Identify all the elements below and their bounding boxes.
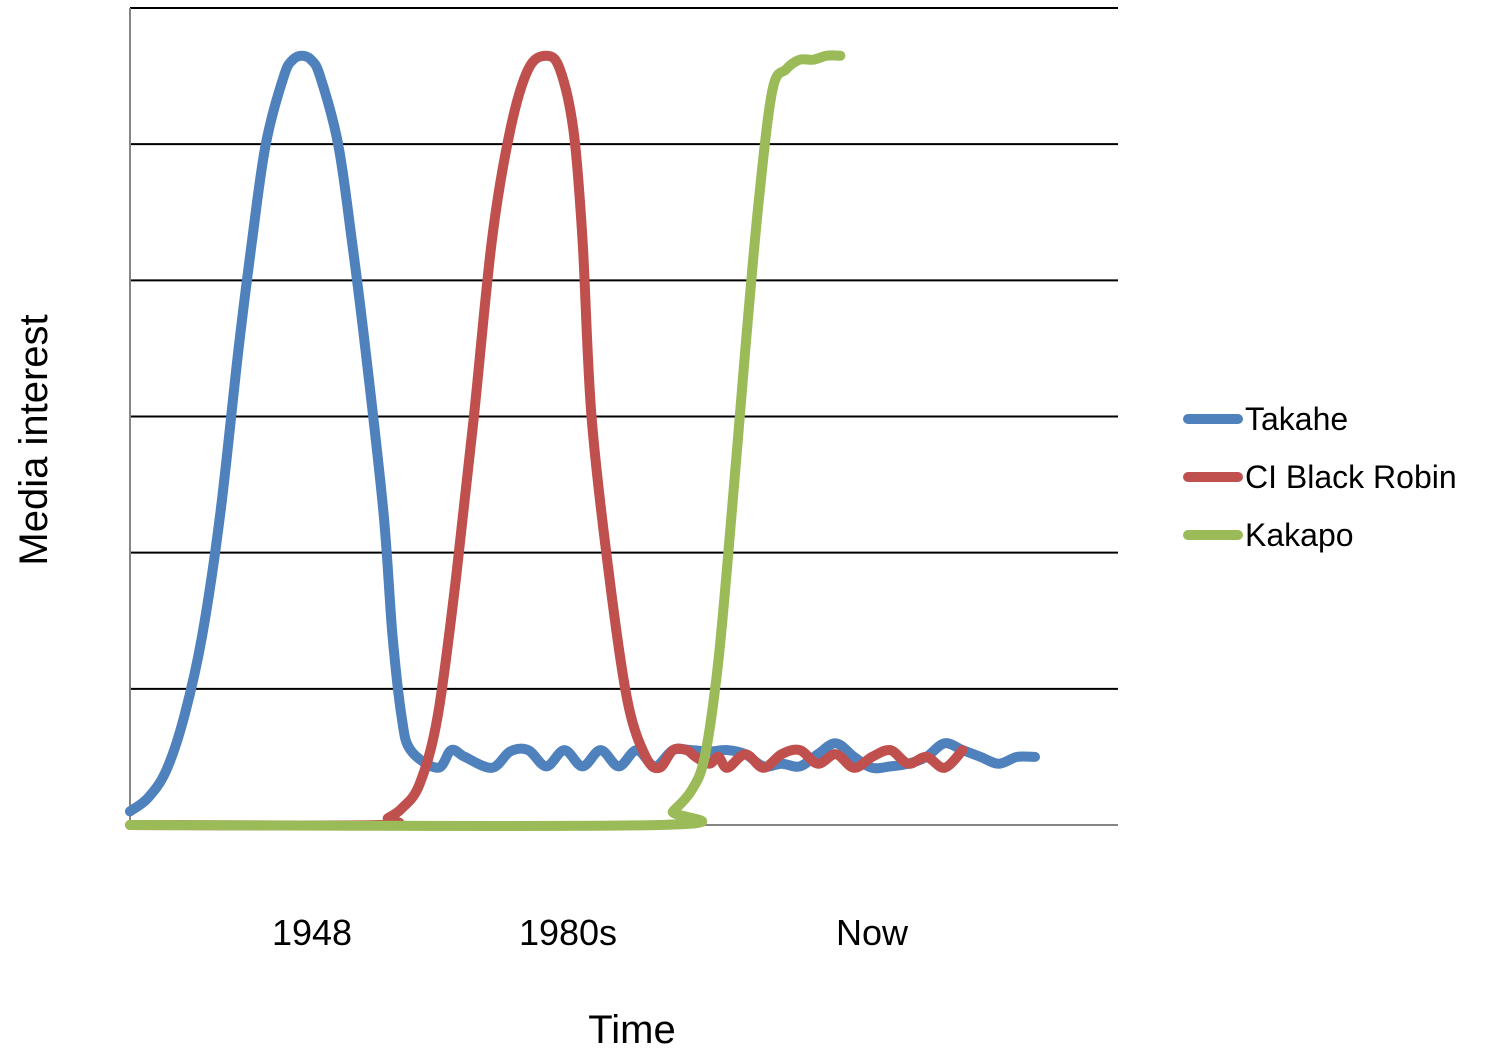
legend-label: CI Black Robin bbox=[1245, 459, 1457, 495]
legend-item: Takahe bbox=[1183, 401, 1348, 437]
x-tick-label: 1948 bbox=[272, 912, 352, 953]
legend-label: Takahe bbox=[1245, 401, 1348, 437]
legend-label: Kakapo bbox=[1245, 517, 1354, 553]
x-tick-label: Now bbox=[836, 912, 909, 953]
x-tick-labels: 1948 1980s Now bbox=[272, 912, 909, 953]
series-line-ci-black-robin bbox=[125, 50, 968, 831]
legend-item: CI Black Robin bbox=[1183, 459, 1457, 495]
y-axis-title: Media interest bbox=[12, 314, 56, 565]
legend: Takahe CI Black Robin Kakapo bbox=[1183, 401, 1457, 553]
legend-item: Kakapo bbox=[1183, 517, 1354, 553]
series-lines bbox=[125, 50, 1040, 832]
x-tick-label: 1980s bbox=[519, 912, 617, 953]
series-line-kakapo bbox=[125, 50, 846, 832]
x-axis-title: Time bbox=[588, 1008, 675, 1052]
gridlines bbox=[130, 7, 1118, 690]
series-line-takahe bbox=[125, 50, 1040, 817]
